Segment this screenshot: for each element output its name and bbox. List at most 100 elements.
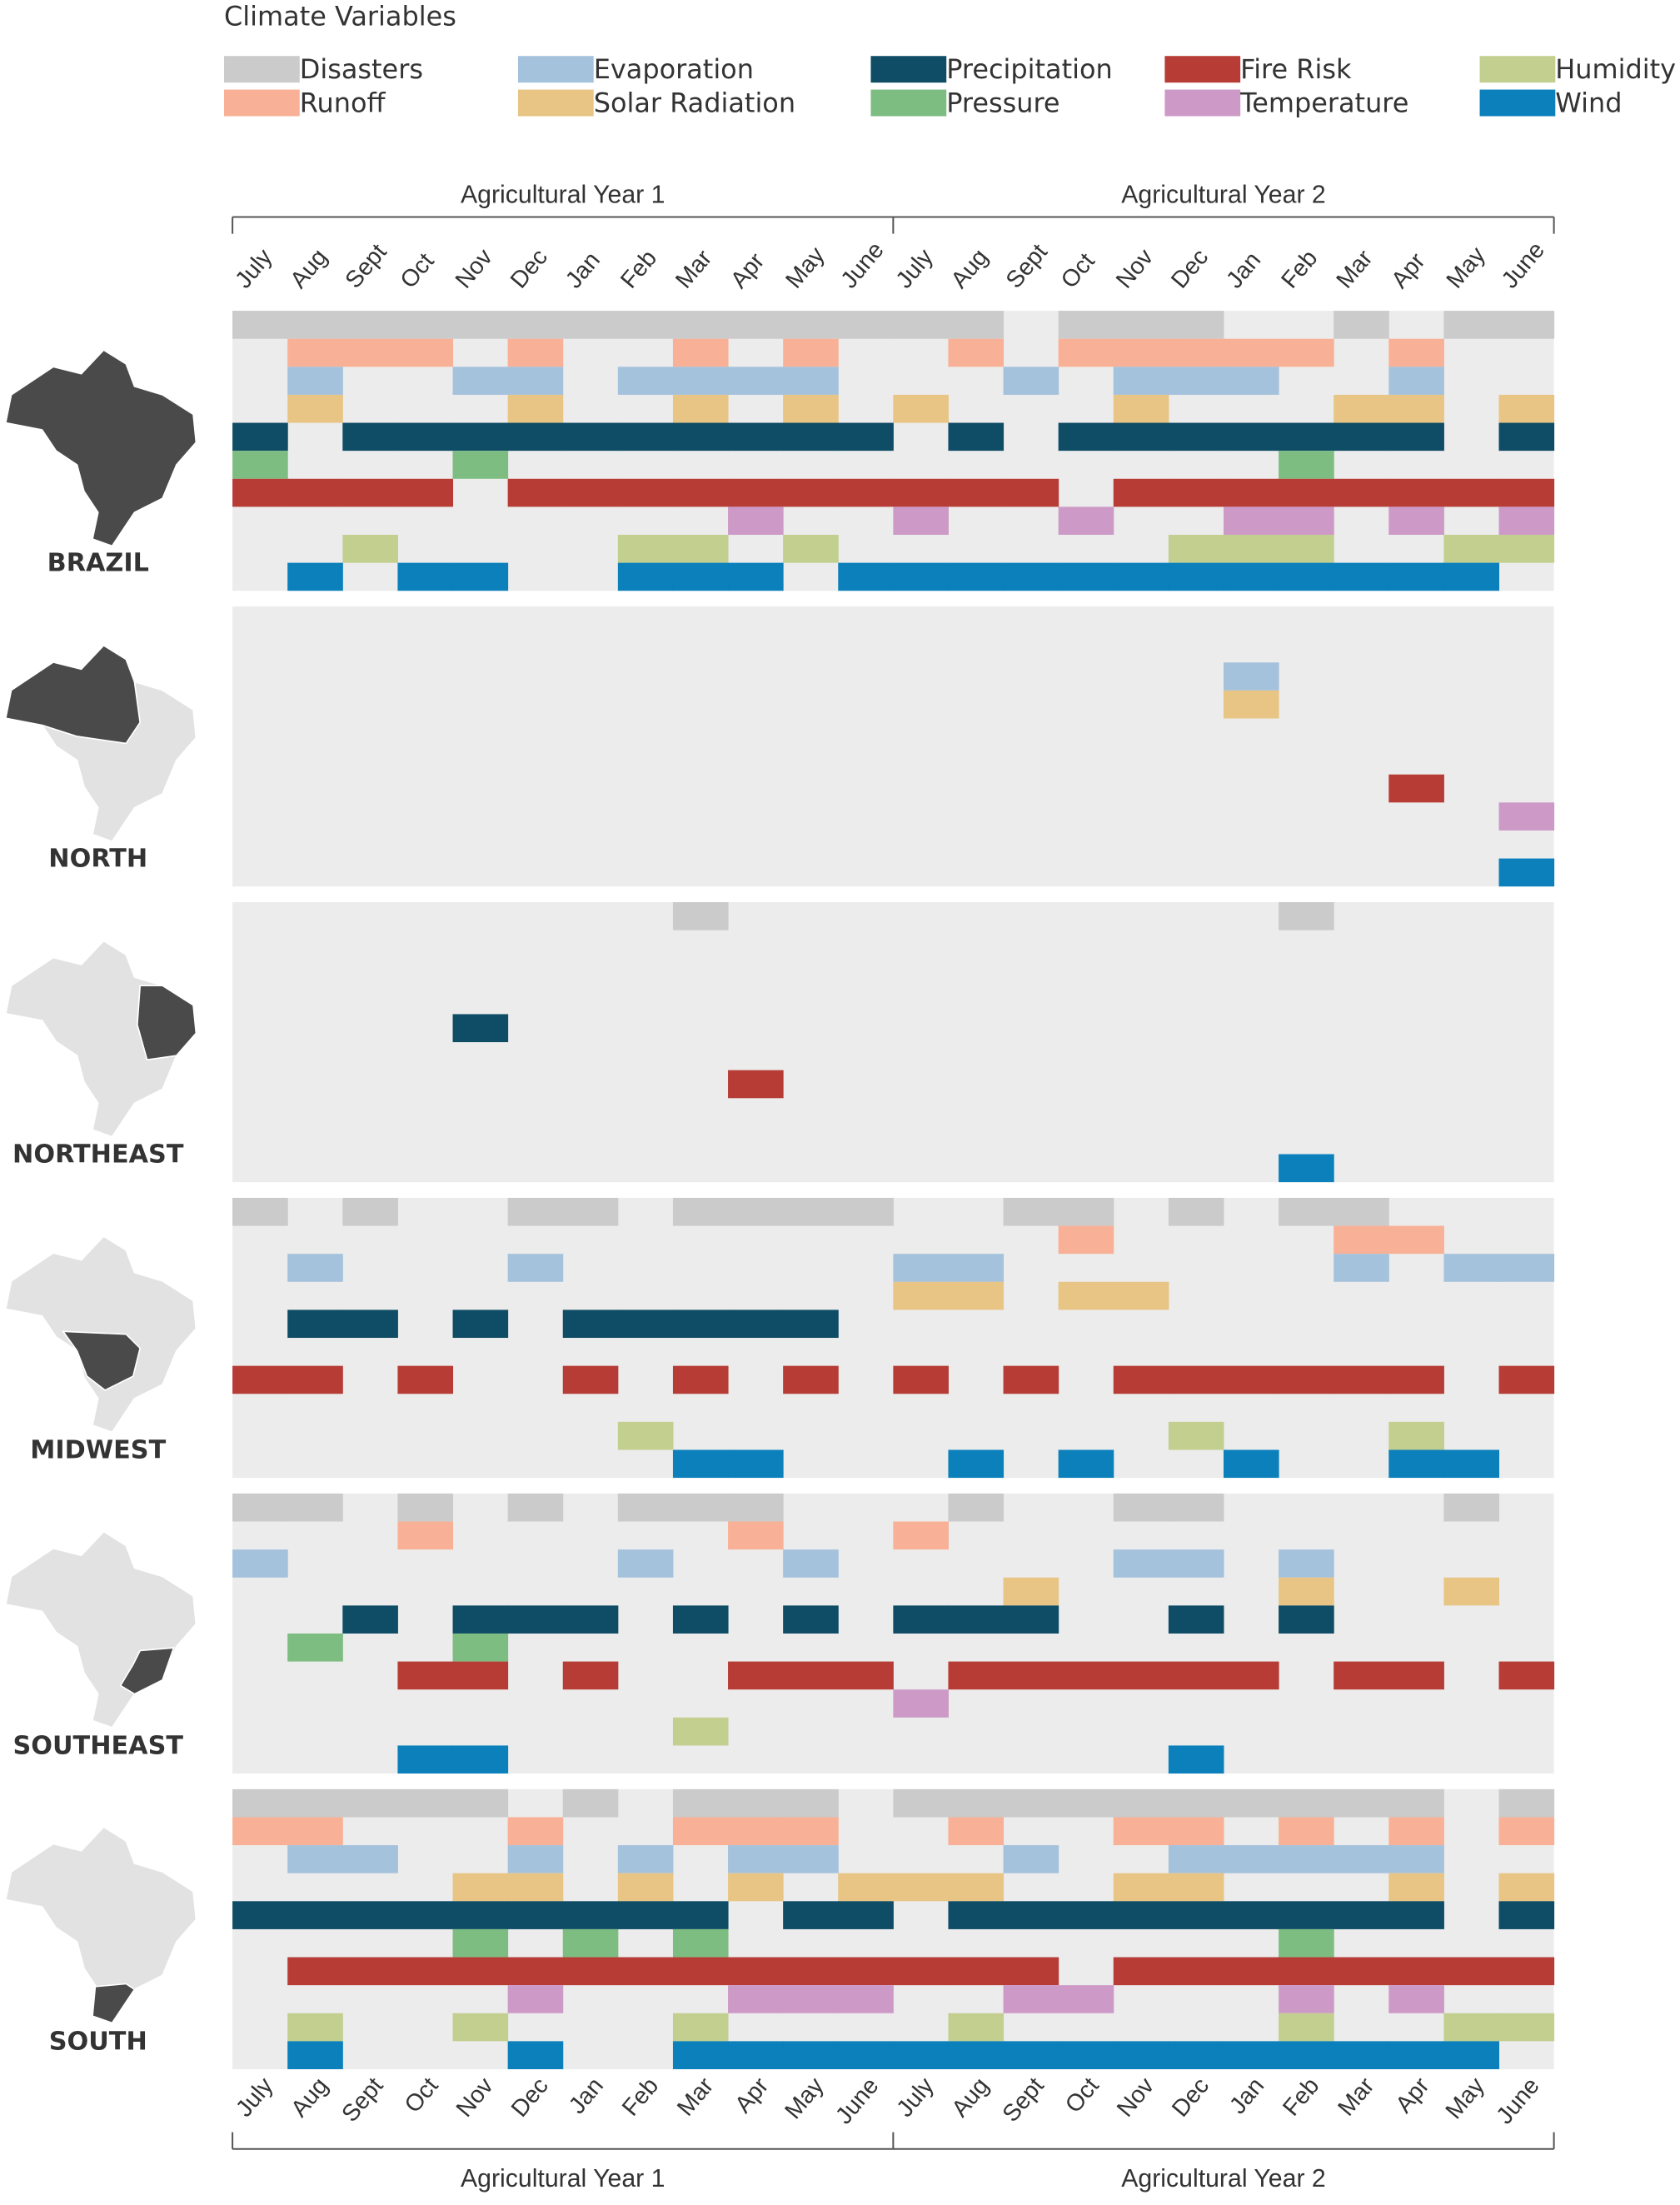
cell: [948, 1254, 1005, 1282]
cell: [232, 1493, 288, 1522]
cell: [397, 422, 454, 451]
cell: [1334, 1197, 1389, 1226]
cell: [1334, 1225, 1389, 1255]
cell: [1334, 394, 1389, 423]
cell: [232, 1817, 288, 1846]
cell: [232, 1197, 288, 1226]
cell: [507, 478, 564, 507]
cell: [672, 1957, 729, 1986]
cell: [397, 338, 454, 367]
cell: [728, 1493, 784, 1522]
cell: [728, 1197, 784, 1226]
cell: [452, 1788, 509, 1818]
cell: [562, 1788, 619, 1818]
cell: [1003, 1845, 1059, 1873]
month-label: Aug: [946, 244, 994, 294]
cell: [1168, 422, 1224, 451]
cell: [1003, 1197, 1059, 1226]
month-label: May: [780, 2073, 830, 2124]
cell: [1113, 1788, 1169, 1818]
cell: [948, 2041, 1005, 2069]
month-label: Apr: [725, 247, 770, 293]
map: [5, 1235, 197, 1434]
cell: [1003, 1577, 1059, 1606]
cell: [1388, 506, 1444, 536]
legend-label: Evaporation: [594, 53, 754, 85]
cell: [1003, 2041, 1059, 2069]
month-label: Aug: [285, 244, 332, 294]
cell: [342, 478, 398, 507]
cell: [617, 1901, 674, 1929]
cell: [1388, 1873, 1444, 1902]
cell: [452, 2013, 509, 2042]
cell: [1113, 367, 1169, 395]
legend-swatch: [870, 56, 947, 83]
cell: [1168, 1745, 1224, 1774]
cell: [948, 338, 1005, 367]
cell: [1388, 1985, 1444, 2013]
month-label: July: [230, 243, 278, 293]
cell: [948, 1449, 1005, 1479]
cell: [1223, 1901, 1279, 1929]
cell: [1498, 1365, 1555, 1394]
cell: [1334, 1661, 1389, 1690]
maps: [4, 349, 197, 2024]
cell: [452, 1928, 509, 1958]
period-label: Agricultural Year 1: [461, 2165, 666, 2193]
cell: [232, 478, 288, 507]
cell: [948, 2013, 1005, 2042]
month-label: Feb: [1276, 245, 1323, 293]
cell: [672, 902, 729, 930]
cell: [1168, 2041, 1224, 2069]
cell: [893, 1605, 949, 1634]
cell: [287, 1845, 343, 1873]
cell: [507, 1817, 564, 1846]
cell: [1003, 1788, 1059, 1818]
cell: [287, 1901, 343, 1929]
cell: [1113, 1549, 1169, 1578]
cell: [617, 1845, 674, 1873]
legend-label: Precipitation: [946, 53, 1113, 85]
cell: [617, 422, 674, 451]
cell: [507, 1985, 564, 2013]
map: [5, 1826, 197, 2024]
cell: [452, 367, 509, 395]
cell: [397, 311, 454, 339]
cell: [1223, 1957, 1279, 1986]
cell: [728, 1449, 784, 1479]
cell: [783, 1788, 839, 1818]
cell: [1388, 2041, 1444, 2069]
cell: [783, 1661, 839, 1690]
cell: [1223, 506, 1279, 536]
cell: [1279, 1901, 1334, 1929]
cell: [1168, 1493, 1224, 1522]
cell: [1388, 394, 1444, 423]
cell: [1058, 2041, 1114, 2069]
cell: [507, 311, 564, 339]
cell: [1279, 422, 1334, 451]
cell: [672, 1717, 729, 1746]
cell: [1168, 1873, 1224, 1902]
cell: [783, 367, 839, 395]
cell: [1443, 1493, 1500, 1522]
cell: [1498, 1901, 1555, 1929]
cell: [1388, 338, 1444, 367]
cell: [1113, 478, 1169, 507]
cell: [287, 311, 343, 339]
cell: [728, 1310, 784, 1339]
month-label: Apr: [1386, 247, 1430, 293]
month-label: July: [891, 2073, 940, 2123]
cell: [783, 1365, 839, 1394]
cell: [1279, 902, 1334, 930]
cell: [1113, 1281, 1169, 1310]
cell: [1498, 858, 1555, 887]
cell: [1279, 1577, 1334, 1606]
cell: [783, 1549, 839, 1578]
cell: [342, 1845, 398, 1873]
cell: [1388, 478, 1444, 507]
month-label: May: [1442, 242, 1492, 293]
cell: [617, 1310, 674, 1339]
cell: [287, 1633, 343, 1662]
cell: [452, 1745, 509, 1774]
cell: [1223, 1845, 1279, 1873]
